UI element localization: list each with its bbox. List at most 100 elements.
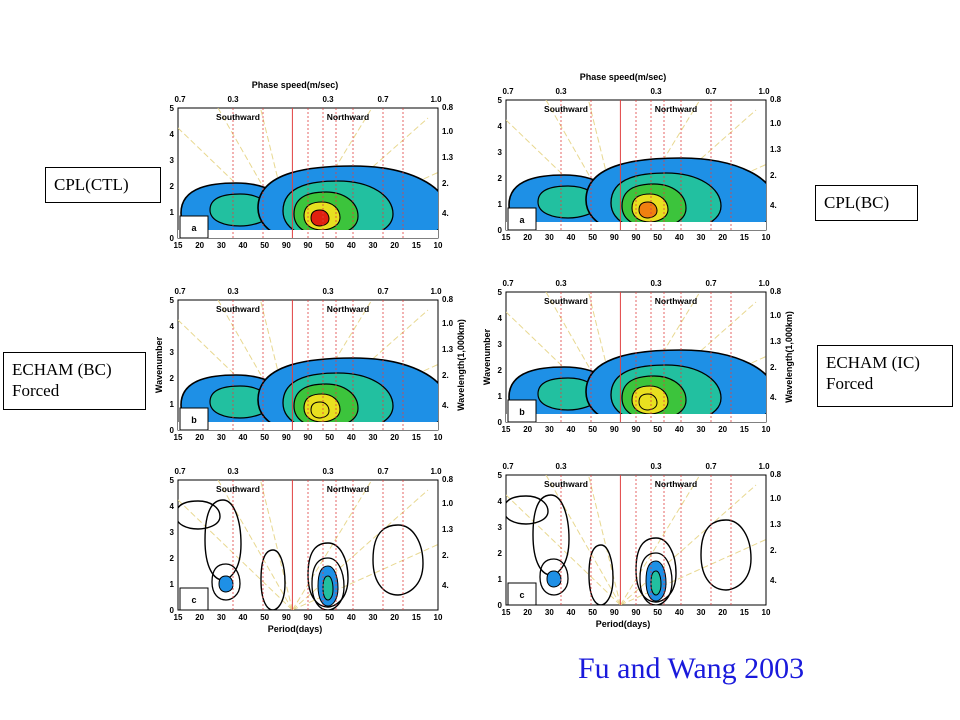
top-tick-label: 0.7 — [705, 87, 717, 96]
period-tick-label: 90 — [610, 233, 619, 242]
phase-speed-title: Phase speed(m/sec) — [252, 80, 339, 90]
panel-letter-box — [179, 407, 209, 431]
period-tick-label: 30 — [697, 233, 706, 242]
period-tick-label: 50 — [588, 425, 597, 434]
period-tick-label: 10 — [434, 241, 443, 250]
wavelength-tick-label: 2. — [442, 551, 449, 560]
period-tick-label: 50 — [325, 613, 334, 622]
wavenumber-title: Wavenumber — [154, 336, 164, 393]
wavelength-tick-label: 4. — [770, 201, 777, 210]
difference-contour — [506, 495, 549, 525]
period-tick-label: 90 — [304, 241, 313, 250]
wavenumber-tick-label: 4 — [498, 497, 503, 506]
panel-letter: b — [519, 407, 525, 417]
top-tick-label: 1.0 — [758, 87, 770, 96]
period-tick-label: 20 — [390, 613, 399, 622]
phase-speed-guide — [545, 292, 621, 422]
wavenumber-tick-label: 4 — [170, 322, 175, 331]
period-title: Period(days) — [268, 624, 323, 634]
difference-contour — [178, 500, 221, 530]
northward-label: Northward — [327, 304, 370, 314]
period-tick-label: 20 — [195, 241, 204, 250]
wavelength-tick-label: 2. — [442, 179, 449, 188]
wavelength-tick-label: 1.0 — [442, 319, 454, 328]
label-echam-bc: ECHAM (BC) Forced — [3, 352, 146, 410]
wavenumber-tick-label: 4 — [170, 502, 175, 511]
difference-contour — [204, 499, 242, 581]
wavenumber-tick-label: 2 — [498, 549, 503, 558]
panel-letter-box — [179, 587, 209, 611]
phase-speed-guide — [291, 480, 373, 610]
period-tick-label: 50 — [325, 433, 334, 442]
top-tick-label: 0.7 — [377, 467, 389, 476]
period-tick-label: 15 — [174, 613, 183, 622]
wavelength-tick-label: 0.8 — [442, 475, 454, 484]
period-title: Period(days) — [596, 619, 651, 629]
phase-speed-guide — [587, 475, 621, 605]
wavenumber-tick-label: 5 — [170, 296, 175, 305]
wavelength-tick-label: 2. — [442, 371, 449, 380]
panel-letter: a — [519, 215, 525, 225]
wavelength-tick-label: 1.0 — [770, 119, 782, 128]
period-tick-label: 50 — [653, 425, 662, 434]
top-tick-label: 0.3 — [227, 467, 239, 476]
southward-label: Southward — [216, 484, 260, 494]
period-tick-label: 10 — [762, 233, 771, 242]
period-tick-label: 30 — [545, 425, 554, 434]
panel-letter: a — [191, 223, 197, 233]
southward-label: Southward — [544, 479, 588, 489]
top-tick-label: 1.0 — [430, 95, 442, 104]
period-tick-label: 30 — [697, 608, 706, 617]
southward-label: Southward — [544, 104, 588, 114]
period-tick-label: 50 — [653, 608, 662, 617]
wavenumber-tick-label: 3 — [170, 528, 175, 537]
panel-letter-box — [507, 399, 537, 423]
difference-negative-core — [650, 570, 662, 596]
wavenumber-tick-label: 0 — [498, 226, 503, 235]
top-tick-label: 1.0 — [758, 279, 770, 288]
wavelength-tick-label: 1.3 — [770, 145, 782, 154]
wavenumber-tick-label: 3 — [498, 523, 503, 532]
wavenumber-tick-label: 5 — [170, 476, 175, 485]
label-cpl-bc: CPL(BC) — [815, 185, 918, 221]
phase-speed-guide — [545, 100, 621, 230]
panel-letter-box — [179, 215, 209, 239]
phase-speed-guide — [259, 300, 293, 430]
period-tick-label: 40 — [567, 233, 576, 242]
panel-right-c: 0.7 0.3 0.3 0.7 1.0 Southward Northward c 0 1 2 3 4 5… — [478, 445, 788, 642]
wavelength-tick-label: 4. — [442, 581, 449, 590]
label-echam-ic-line1: ECHAM (IC) — [826, 353, 920, 372]
period-tick-label: 30 — [217, 241, 226, 250]
period-tick-label: 50 — [588, 608, 597, 617]
period-tick-label: 10 — [434, 433, 443, 442]
wavenumber-tick-label: 4 — [498, 314, 503, 323]
period-tick-label: 30 — [697, 425, 706, 434]
panel-right-b: 0.7 0.3 0.3 0.7 1.0 Southward Northward b 0 1 2 3 4 5… — [478, 262, 808, 437]
period-tick-label: 40 — [675, 425, 684, 434]
top-tick-label: 0.3 — [650, 87, 662, 96]
period-tick-label: 15 — [502, 233, 511, 242]
period-tick-label: 15 — [412, 613, 421, 622]
top-tick-label: 0.7 — [174, 287, 186, 296]
wavenumber-tick-label: 3 — [498, 340, 503, 349]
spectrum-plot-left-c: 0.7 0.3 0.3 0.7 1.0 Southward Northward c 0 1 2 3 4 5… — [170, 467, 454, 634]
period-tick-label: 40 — [347, 241, 356, 250]
wavelength-tick-label: 2. — [770, 363, 777, 372]
wavelength-tick-label: 0.8 — [770, 95, 782, 104]
difference-contour — [307, 542, 349, 608]
period-tick-label: 40 — [239, 241, 248, 250]
period-tick-label: 40 — [347, 613, 356, 622]
wavenumber-title: Wavenumber — [482, 328, 492, 385]
wavenumber-tick-label: 3 — [170, 348, 175, 357]
period-tick-label: 20 — [523, 425, 532, 434]
period-tick-label: 30 — [545, 233, 554, 242]
wavenumber-tick-label: 1 — [498, 392, 503, 401]
panel-left-b: 0.7 0.3 0.3 0.7 1.0 Southward Northward b 0 1 2 3 4 5… — [150, 270, 480, 442]
period-tick-label: 15 — [412, 241, 421, 250]
plot-group-right-b: 0.7 0.3 0.3 0.7 1.0 Southward Northward b 0 1 2 3 4 5… — [482, 279, 794, 434]
spectrum-plot-left-a: Phase speed(m/sec) 0.7 0.3 0.3 0.7 1.0 Southwa… — [170, 80, 454, 250]
plot-group-left-a: Phase speed(m/sec) 0.7 0.3 0.3 0.7 1.0 Southwa… — [170, 80, 454, 250]
period-tick-label: 20 — [390, 241, 399, 250]
phase-speed-guide — [587, 100, 621, 230]
difference-contour — [372, 524, 424, 596]
